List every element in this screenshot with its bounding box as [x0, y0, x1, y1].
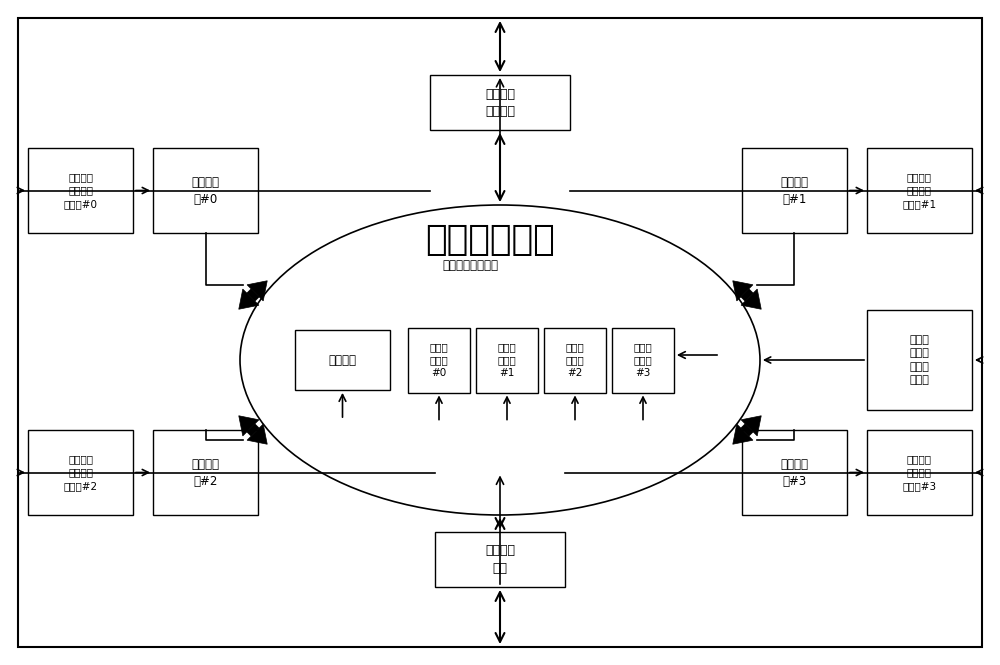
Text: 可重构阵
列#3: 可重构阵 列#3 — [780, 458, 808, 487]
Text: 可重构阵
列#2: 可重构阵 列#2 — [192, 458, 220, 487]
Text: 片上数据传输单元: 片上数据传输单元 — [442, 259, 498, 271]
Bar — [430, 75, 570, 130]
Text: 可重构阵
列#0: 可重构阵 列#0 — [192, 176, 220, 205]
Polygon shape — [741, 289, 753, 301]
Text: 共享存
储单元
#1: 共享存 储单元 #1 — [498, 342, 516, 378]
Polygon shape — [741, 424, 753, 436]
Text: 配置信息
访问接口: 配置信息 访问接口 — [485, 88, 515, 118]
Text: 共享存
储单元
#3: 共享存 储单元 #3 — [634, 342, 652, 378]
Bar — [867, 430, 972, 515]
Text: 共享存
储单元
#0: 共享存 储单元 #0 — [430, 342, 448, 378]
Polygon shape — [247, 424, 259, 436]
Polygon shape — [247, 281, 267, 301]
Text: 控制单元: 控制单元 — [329, 354, 357, 366]
Polygon shape — [733, 281, 753, 301]
Bar — [742, 148, 847, 233]
Text: 可重构阵
列配置寄
存器堆#2: 可重构阵 列配置寄 存器堆#2 — [63, 454, 98, 491]
Bar — [408, 327, 470, 392]
Bar — [867, 310, 972, 410]
Text: 外存访问
接口: 外存访问 接口 — [485, 545, 515, 575]
Bar — [742, 430, 847, 515]
Text: 可重构阵
列配置寄
存器堆#0: 可重构阵 列配置寄 存器堆#0 — [64, 172, 98, 209]
Bar — [435, 532, 565, 587]
Text: 可重构阵
列配置寄
存器堆#3: 可重构阵 列配置寄 存器堆#3 — [902, 454, 937, 491]
Polygon shape — [247, 424, 267, 444]
Bar — [28, 430, 133, 515]
Bar — [28, 148, 133, 233]
Text: 可重构阵
列#1: 可重构阵 列#1 — [780, 176, 808, 205]
Bar — [867, 148, 972, 233]
Polygon shape — [741, 289, 761, 309]
Polygon shape — [239, 416, 259, 436]
Bar — [295, 330, 390, 390]
Bar — [544, 327, 606, 392]
Text: 可重构阵
列配置寄
存器堆#1: 可重构阵 列配置寄 存器堆#1 — [902, 172, 937, 209]
Polygon shape — [239, 289, 259, 309]
Text: 片上数
据传输
配置寄
存器堆: 片上数 据传输 配置寄 存器堆 — [910, 335, 929, 385]
Bar — [612, 327, 674, 392]
Bar — [476, 327, 538, 392]
Bar — [153, 148, 258, 233]
Polygon shape — [733, 424, 753, 444]
Text: 共享存
储单元
#2: 共享存 储单元 #2 — [566, 342, 584, 378]
Polygon shape — [247, 289, 259, 301]
Text: 可重构处理器: 可重构处理器 — [425, 223, 555, 257]
Bar — [153, 430, 258, 515]
Ellipse shape — [240, 205, 760, 515]
Polygon shape — [741, 416, 761, 436]
